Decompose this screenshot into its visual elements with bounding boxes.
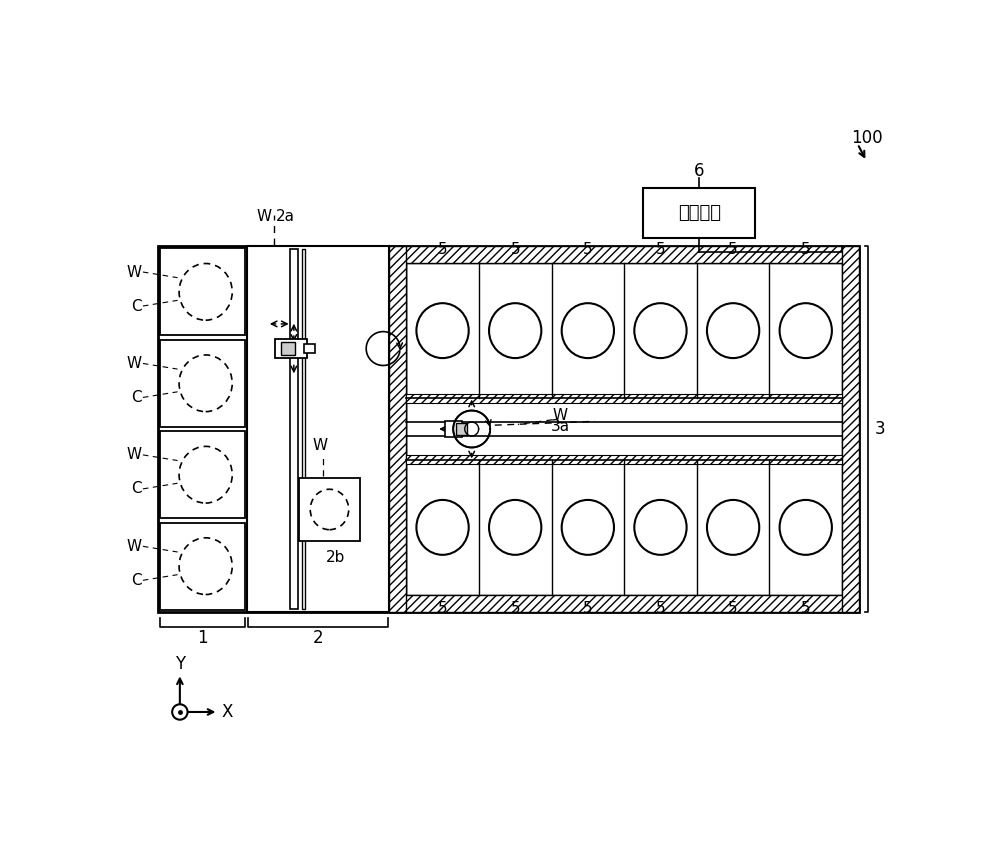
Text: C: C	[131, 573, 141, 588]
Text: 6: 6	[694, 162, 704, 181]
Bar	[643, 188, 755, 238]
Text: 5: 5	[438, 601, 447, 616]
Bar	[299, 478, 360, 541]
Bar	[406, 394, 842, 403]
Ellipse shape	[416, 500, 469, 555]
Text: C: C	[131, 299, 141, 314]
Bar	[281, 342, 295, 355]
Text: 100: 100	[851, 130, 883, 148]
Text: C: C	[131, 390, 141, 405]
Text: 5: 5	[728, 601, 738, 616]
Bar	[302, 249, 305, 609]
Ellipse shape	[634, 303, 687, 358]
Bar	[406, 263, 842, 595]
Bar	[160, 340, 245, 427]
Text: 3a: 3a	[551, 419, 570, 435]
Text: 1: 1	[197, 629, 208, 647]
Text: 5: 5	[801, 601, 811, 616]
Text: W: W	[313, 438, 328, 453]
Ellipse shape	[634, 500, 687, 555]
Bar	[160, 431, 245, 518]
Ellipse shape	[489, 303, 541, 358]
Text: W: W	[126, 539, 141, 554]
Ellipse shape	[780, 303, 832, 358]
Bar	[290, 249, 298, 609]
Text: Y: Y	[175, 655, 185, 673]
Bar	[304, 344, 315, 353]
Text: W: W	[126, 356, 141, 371]
Bar	[160, 249, 245, 335]
Ellipse shape	[562, 500, 614, 555]
Text: 2b: 2b	[326, 550, 345, 565]
Bar	[389, 595, 859, 612]
Text: 5: 5	[510, 242, 520, 257]
Text: 5: 5	[583, 242, 593, 257]
Bar	[247, 246, 389, 612]
Bar	[389, 246, 406, 612]
Text: 5: 5	[656, 601, 665, 616]
Text: W: W	[126, 448, 141, 462]
Ellipse shape	[707, 303, 759, 358]
Bar	[275, 340, 307, 358]
Text: W: W	[126, 264, 141, 280]
Text: W: W	[553, 408, 568, 422]
Bar	[389, 246, 859, 263]
Bar	[389, 246, 406, 612]
Ellipse shape	[780, 500, 832, 555]
Ellipse shape	[562, 303, 614, 358]
Bar	[445, 422, 462, 436]
Ellipse shape	[416, 303, 469, 358]
Text: C: C	[131, 481, 141, 497]
Circle shape	[172, 704, 188, 720]
Text: 5: 5	[801, 242, 811, 257]
Text: 2a: 2a	[276, 209, 295, 225]
Bar	[842, 246, 859, 612]
Text: 2: 2	[313, 629, 323, 647]
Text: X: X	[222, 703, 233, 721]
Bar	[456, 422, 467, 435]
Text: 5: 5	[656, 242, 665, 257]
Bar	[160, 523, 245, 610]
Ellipse shape	[707, 500, 759, 555]
Text: 5: 5	[438, 242, 447, 257]
Ellipse shape	[489, 500, 541, 555]
Text: 控制装置: 控制装置	[678, 205, 721, 222]
Text: 5: 5	[728, 242, 738, 257]
Bar	[406, 455, 842, 465]
Bar	[158, 246, 859, 612]
Text: W: W	[256, 209, 271, 225]
Text: 5: 5	[510, 601, 520, 616]
Text: 5: 5	[583, 601, 593, 616]
Text: 3: 3	[874, 420, 885, 438]
